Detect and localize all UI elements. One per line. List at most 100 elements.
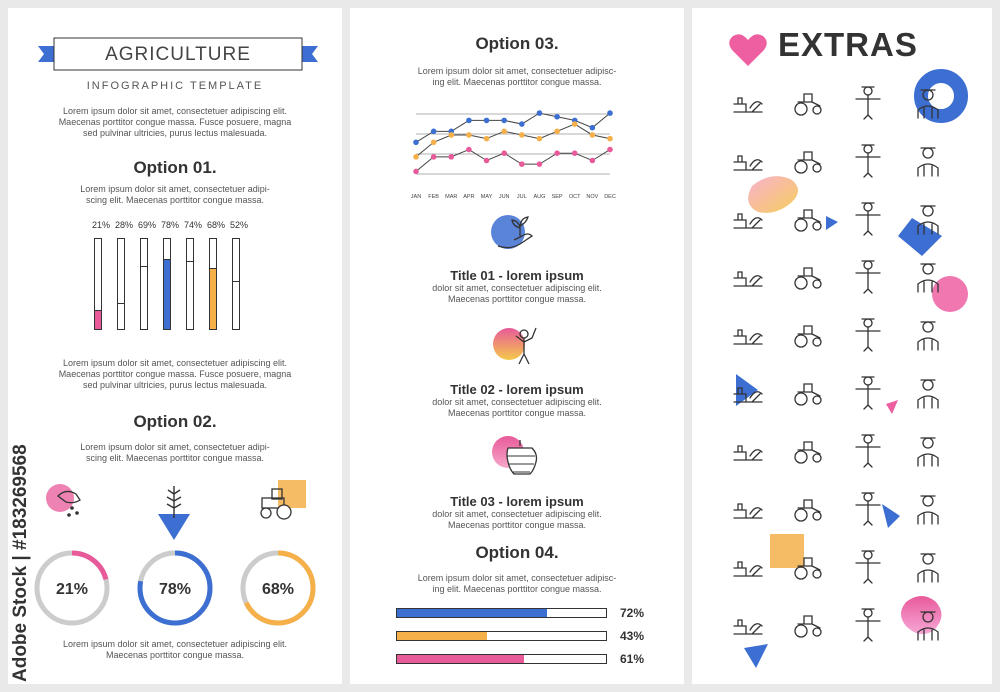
option2-footer: Lorem ipsum dolor sit amet, consectetuer… bbox=[62, 639, 288, 660]
data-point bbox=[448, 154, 455, 160]
data-point bbox=[501, 117, 507, 124]
bar-value-label: 21% bbox=[91, 220, 110, 230]
data-point bbox=[466, 146, 472, 153]
apple-jar-icon bbox=[848, 546, 888, 586]
option2-text: Lorem ipsum dolor sit amet, consectetuer… bbox=[80, 442, 270, 463]
data-point bbox=[501, 128, 507, 135]
data-point bbox=[466, 117, 472, 124]
vertical-bar bbox=[140, 238, 148, 330]
data-point bbox=[607, 146, 613, 153]
beehive-icon bbox=[492, 436, 538, 475]
data-point bbox=[607, 110, 613, 116]
data-point bbox=[483, 117, 490, 124]
bar-fill bbox=[397, 609, 548, 617]
bar-fill bbox=[397, 632, 487, 640]
x-tick-label: JUL bbox=[517, 194, 527, 200]
middle-panel: Option 03. Lorem ipsum dolor sit amet, c… bbox=[350, 8, 684, 684]
data-point bbox=[430, 139, 437, 146]
icon-grid bbox=[728, 82, 968, 682]
data-point bbox=[413, 139, 419, 146]
data-point bbox=[448, 132, 455, 138]
farmer-shovel-icon bbox=[848, 256, 888, 296]
beekeeping-icon bbox=[788, 488, 828, 528]
donut-label: 68% bbox=[262, 581, 294, 598]
tractor-side-icon bbox=[848, 314, 888, 354]
option1-after-text: Lorem ipsum dolor sit amet, consectetuer… bbox=[58, 358, 292, 390]
pig-icon bbox=[788, 372, 828, 412]
data-point bbox=[483, 157, 490, 164]
data-point bbox=[589, 124, 596, 131]
tractor-icon bbox=[260, 480, 306, 520]
item2-title: Title 02 - lorem ipsum bbox=[450, 382, 584, 397]
bar-level bbox=[118, 303, 124, 304]
data-point bbox=[519, 121, 525, 127]
item2-text: dolor sit amet, consectetuer adipiscing … bbox=[432, 397, 602, 418]
bar-level bbox=[141, 266, 147, 267]
x-tick-label: JUN bbox=[499, 194, 510, 200]
x-tick-label: NOV bbox=[586, 194, 598, 200]
x-tick-label: SEP bbox=[552, 194, 563, 200]
barn-icon bbox=[788, 314, 828, 354]
vertical-bar bbox=[117, 238, 125, 330]
item1-text: dolor sit amet, consectetuer adipiscing … bbox=[432, 283, 602, 304]
watering-can-icon bbox=[788, 140, 828, 180]
x-tick-label: AUG bbox=[533, 194, 545, 200]
donut-chart: 68% bbox=[240, 550, 316, 626]
apple-picker-icon bbox=[908, 198, 948, 238]
horizontal-bar bbox=[396, 631, 607, 641]
vertical-bar bbox=[186, 238, 194, 330]
x-tick-label: JAN bbox=[411, 194, 421, 200]
data-point bbox=[571, 121, 578, 127]
series-line bbox=[415, 123, 611, 158]
pitchfork-icon bbox=[908, 488, 948, 528]
vegetable-basket-icon bbox=[788, 604, 828, 644]
data-point bbox=[554, 150, 560, 156]
option4-text: Lorem ipsum dolor sit amet, consectetuer… bbox=[417, 573, 617, 594]
cow-icon bbox=[728, 372, 768, 412]
bar-value-label: 72% bbox=[620, 606, 645, 620]
data-point bbox=[589, 132, 596, 138]
shovel-icon bbox=[908, 604, 948, 644]
x-tick-label: MAY bbox=[481, 194, 493, 200]
donut-label: 78% bbox=[159, 581, 191, 598]
vertical-bar bbox=[94, 238, 102, 330]
intro-text: Lorem ipsum dolor sit amet, consectetuer… bbox=[58, 106, 292, 138]
bar-level bbox=[95, 310, 101, 329]
bar-value-label: 69% bbox=[137, 220, 156, 230]
farmer-icon bbox=[493, 327, 537, 365]
data-point bbox=[413, 154, 419, 160]
apple-tree-icon bbox=[848, 198, 888, 238]
option1-heading: Option 01. bbox=[133, 158, 217, 177]
bar-level bbox=[210, 268, 216, 329]
turkey-icon bbox=[848, 430, 888, 470]
goat-icon bbox=[788, 430, 828, 470]
series-line bbox=[415, 112, 611, 143]
donut-arc bbox=[34, 550, 110, 626]
data-point bbox=[607, 135, 613, 142]
donut-chart: 78% bbox=[137, 550, 213, 626]
horizontal-bar bbox=[396, 654, 607, 664]
x-tick-label: MAR bbox=[445, 194, 457, 200]
data-point bbox=[430, 128, 437, 135]
horizontal-bar bbox=[396, 608, 607, 618]
wheat-badge-icon bbox=[728, 198, 768, 238]
vertical-bar bbox=[232, 238, 240, 330]
vertical-bar bbox=[209, 238, 217, 330]
option3-text: Lorem ipsum dolor sit amet, consectetuer… bbox=[417, 66, 617, 87]
seed-hand-icon bbox=[728, 140, 768, 180]
left-panel: AGRICULTURE INFOGRAPHIC TEMPLATE Lorem i… bbox=[8, 8, 342, 684]
bee-icon bbox=[908, 546, 948, 586]
chick-egg-icon bbox=[908, 372, 948, 412]
data-point bbox=[589, 157, 596, 164]
data-point bbox=[536, 161, 543, 167]
sprout-hand-icon bbox=[848, 140, 888, 180]
sprout-hand-icon bbox=[491, 215, 534, 249]
option1-text: Lorem ipsum dolor sit amet, consectetuer… bbox=[80, 184, 270, 205]
honeycomb-icon bbox=[728, 488, 768, 528]
data-point bbox=[430, 154, 437, 160]
donut-charts: 21% 78% 68% bbox=[34, 550, 316, 626]
bar-value-label: 78% bbox=[160, 220, 179, 230]
grapes-icon bbox=[788, 198, 828, 238]
wheat-icon bbox=[158, 486, 190, 540]
item3-title: Title 03 - lorem ipsum bbox=[450, 494, 584, 509]
